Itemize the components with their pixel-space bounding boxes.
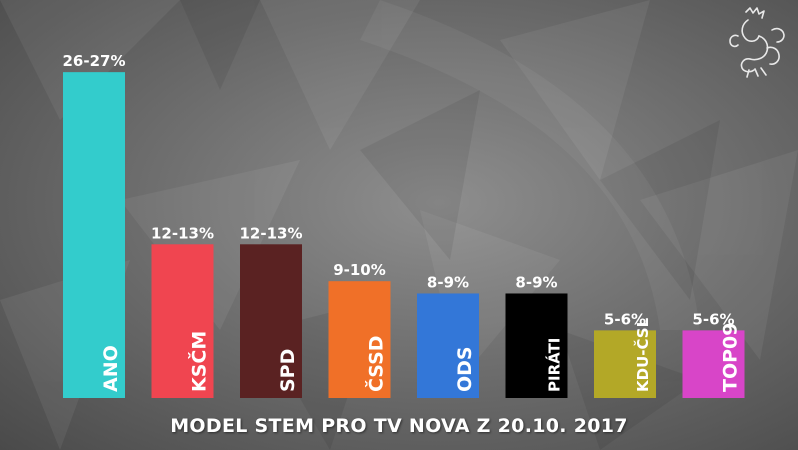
bar-6 <box>594 330 656 398</box>
category-label-4: ODS <box>454 346 476 392</box>
value-label-6: 5-6% <box>604 310 646 328</box>
bar-2 <box>240 244 302 398</box>
category-label-2: SPD <box>277 349 299 392</box>
bar-1 <box>151 244 214 398</box>
value-label-0: 26-27% <box>62 52 125 70</box>
bar-4 <box>417 293 479 398</box>
value-label-7: 5-6% <box>692 310 734 328</box>
value-label-5: 8-9% <box>515 273 557 291</box>
bar-5 <box>505 293 568 398</box>
lion-emblem-icon <box>729 7 785 78</box>
bar-7 <box>682 330 745 398</box>
category-label-0: ANO <box>100 345 122 392</box>
category-label-5: PIRÁTI <box>545 338 564 392</box>
bar-3 <box>328 281 391 398</box>
bar-0 <box>63 72 125 399</box>
category-label-1: KSČM <box>187 331 211 392</box>
value-label-1: 12-13% <box>151 224 214 242</box>
value-label-3: 9-10% <box>333 261 386 279</box>
value-label-2: 12-13% <box>239 224 302 242</box>
value-label-4: 8-9% <box>427 273 469 291</box>
category-label-6: KDU-ČSL <box>633 317 652 392</box>
category-label-7: TOP09 <box>720 323 742 392</box>
category-label-3: ČSSD <box>364 335 388 392</box>
chart-title: MODEL STEM PRO TV NOVA Z 20.10. 2017 <box>170 415 628 437</box>
